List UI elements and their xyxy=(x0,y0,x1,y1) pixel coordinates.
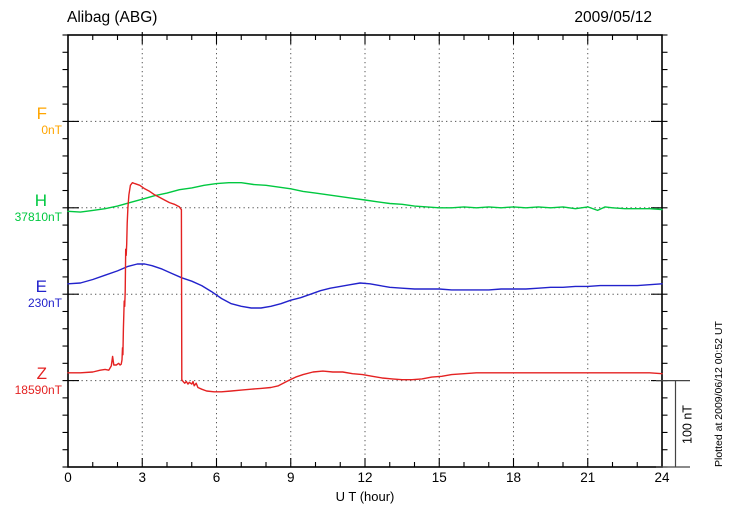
station-title: Alibag (ABG) xyxy=(67,9,158,26)
x-tick-label-0: 0 xyxy=(64,470,72,485)
x-tick-label-24: 24 xyxy=(654,470,670,485)
x-tick-label-3: 3 xyxy=(138,470,146,485)
component-baseline-H: 37810nT xyxy=(14,209,62,224)
plotted-at-note: Plotted at 2009/06/12 00:52 UT xyxy=(713,321,725,467)
trace-H xyxy=(67,181,663,213)
component-baseline-Z: 18590nT xyxy=(14,382,62,397)
x-tick-label-15: 15 xyxy=(431,470,447,485)
component-label-Z: Z xyxy=(36,363,47,383)
x-tick-label-21: 21 xyxy=(580,470,596,485)
component-label-H: H xyxy=(34,190,47,210)
trace-Z xyxy=(67,181,663,393)
plot-frame xyxy=(67,34,663,468)
x-tick-label-12: 12 xyxy=(357,470,373,485)
component-baseline-F: 0nT xyxy=(41,123,62,138)
plot-date: 2009/05/12 xyxy=(574,9,652,26)
component-label-F: F xyxy=(36,104,47,124)
x-axis-label: U T (hour) xyxy=(335,489,395,504)
component-baseline-E: 230nT xyxy=(27,296,62,311)
x-tick-label-9: 9 xyxy=(286,470,295,485)
x-tick-label-6: 6 xyxy=(212,470,221,485)
scale-bar-label: 100 nT xyxy=(680,405,695,444)
x-tick-label-18: 18 xyxy=(505,470,522,485)
component-label-E: E xyxy=(35,277,47,297)
trace-E xyxy=(67,263,663,309)
